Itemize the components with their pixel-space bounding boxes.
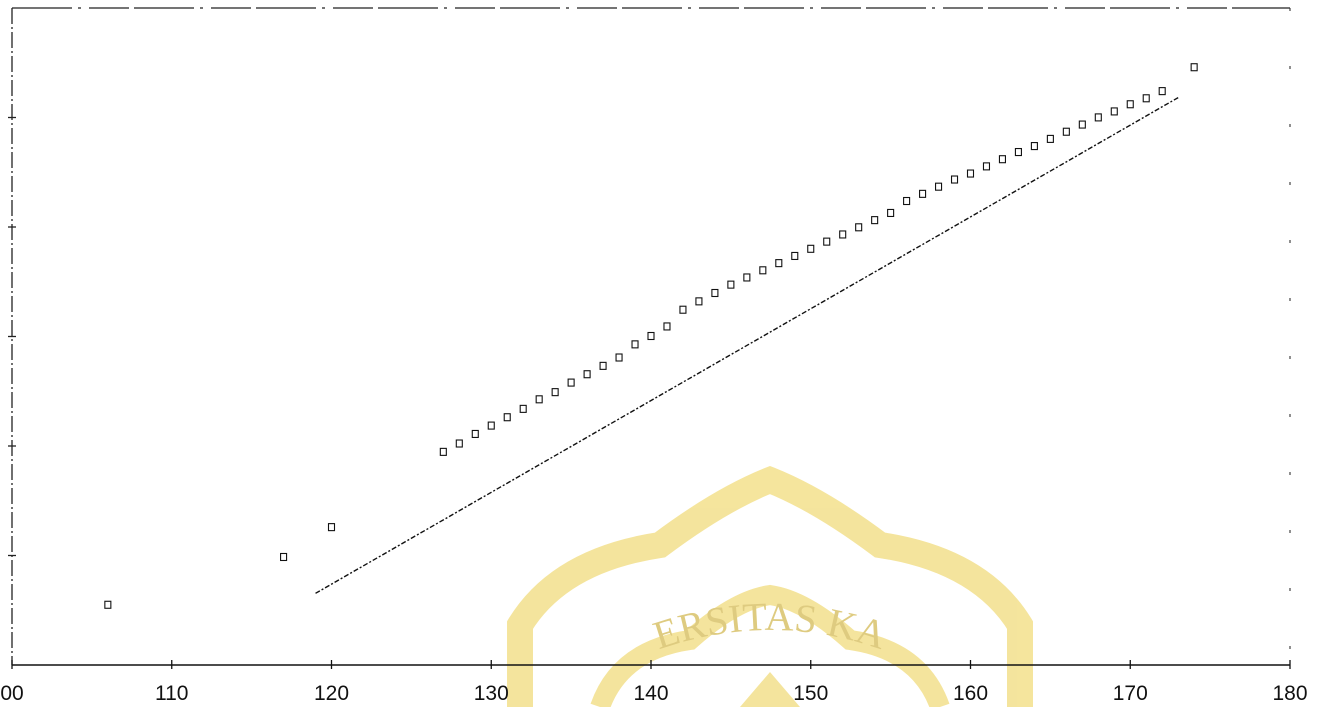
watermark-seal-emblem bbox=[740, 672, 800, 707]
data-point bbox=[1190, 63, 1198, 72]
data-point bbox=[743, 273, 751, 282]
fit-line bbox=[315, 96, 1179, 594]
data-point bbox=[1126, 100, 1134, 109]
x-tick-label: 110 bbox=[155, 682, 188, 705]
x-tick-label: 120 bbox=[314, 682, 349, 705]
data-point bbox=[855, 223, 863, 232]
data-point bbox=[871, 216, 879, 225]
data-point bbox=[104, 600, 112, 609]
data-point bbox=[663, 322, 671, 331]
data-points-layer bbox=[104, 63, 1198, 609]
data-point bbox=[1078, 120, 1086, 129]
plot-frame bbox=[8, 7, 1291, 666]
data-point bbox=[327, 523, 336, 532]
data-point bbox=[1014, 147, 1022, 157]
x-tick-label: 150 bbox=[793, 682, 828, 705]
x-axis-ticks: 00 110 120 130 140 150 160 170 180 bbox=[0, 660, 1308, 705]
data-point bbox=[631, 340, 639, 349]
x-tick-label: 140 bbox=[633, 682, 668, 705]
data-point bbox=[950, 175, 959, 184]
data-point bbox=[503, 413, 511, 422]
data-point bbox=[439, 447, 447, 456]
x-tick-label: 170 bbox=[1113, 682, 1148, 705]
watermark-seal-inner bbox=[590, 584, 950, 707]
data-point bbox=[615, 353, 623, 362]
data-point bbox=[679, 305, 687, 314]
university-seal-watermark: ERSITAS KA bbox=[507, 465, 1033, 707]
data-point bbox=[966, 169, 975, 178]
data-point bbox=[727, 280, 735, 289]
data-point bbox=[1030, 142, 1038, 151]
data-point bbox=[471, 429, 479, 439]
x-tick-label: 160 bbox=[953, 682, 988, 705]
data-point bbox=[1094, 113, 1102, 122]
data-point bbox=[934, 182, 943, 191]
data-point bbox=[711, 288, 719, 298]
watermark-text-path: ERSITAS KA bbox=[648, 594, 892, 658]
data-point bbox=[887, 208, 895, 218]
fit-line-layer bbox=[315, 96, 1179, 594]
data-point bbox=[1062, 127, 1070, 136]
watermark-seal-outer bbox=[507, 465, 1033, 707]
data-point bbox=[998, 155, 1007, 164]
data-point bbox=[1142, 94, 1150, 103]
x-tick-label: 130 bbox=[474, 682, 509, 705]
data-point bbox=[695, 297, 703, 306]
data-point bbox=[599, 361, 607, 370]
data-point bbox=[823, 237, 831, 246]
data-point bbox=[535, 395, 543, 404]
data-point bbox=[551, 388, 559, 397]
data-point bbox=[919, 189, 927, 198]
data-point bbox=[982, 162, 991, 171]
data-point bbox=[567, 378, 575, 387]
data-point bbox=[839, 230, 847, 239]
data-point bbox=[647, 331, 655, 341]
data-point bbox=[759, 266, 767, 275]
data-point bbox=[807, 244, 815, 253]
data-point bbox=[775, 259, 783, 268]
data-point bbox=[583, 370, 591, 379]
data-point bbox=[903, 196, 911, 206]
data-point bbox=[519, 404, 527, 413]
data-point bbox=[280, 552, 288, 562]
data-point bbox=[1046, 134, 1054, 143]
data-point bbox=[487, 421, 495, 430]
data-point bbox=[1110, 107, 1118, 116]
watermark-text: ERSITAS KA bbox=[648, 594, 892, 658]
data-point bbox=[1158, 87, 1166, 96]
data-point bbox=[791, 251, 799, 261]
data-point bbox=[455, 439, 463, 448]
x-tick-label: 180 bbox=[1272, 682, 1307, 705]
x-tick-label: 00 bbox=[0, 682, 23, 705]
